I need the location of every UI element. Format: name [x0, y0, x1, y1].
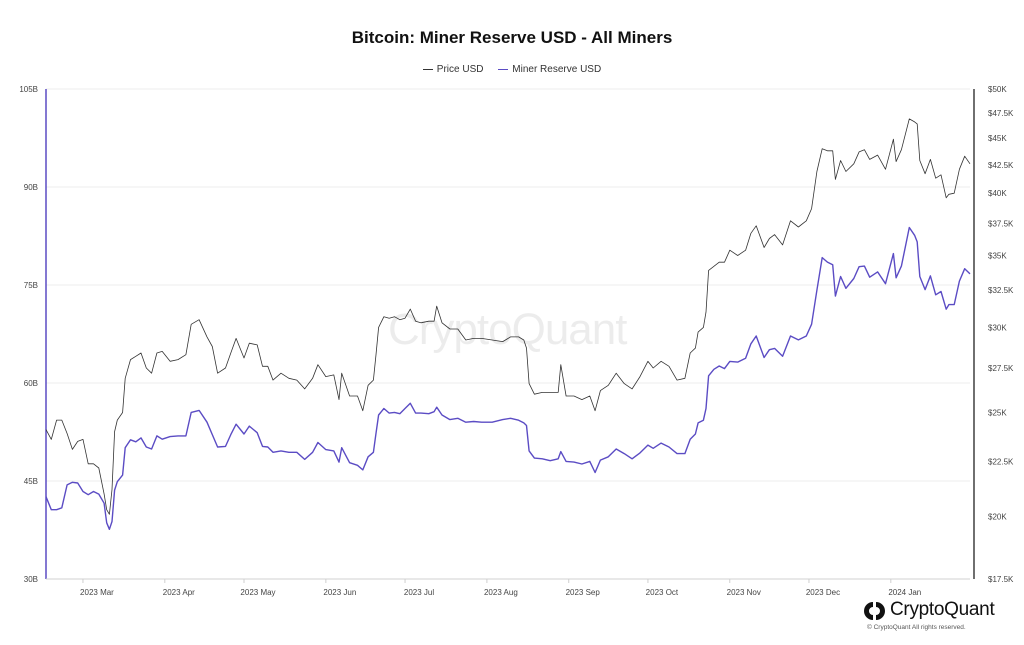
- y-right-tick-label: $37.5K: [988, 219, 1014, 228]
- x-tick-label: 2023 Aug: [484, 588, 518, 597]
- x-tick-label: 2023 Mar: [80, 588, 114, 597]
- y-right-tick-label: $45K: [988, 134, 1007, 143]
- y-left-tick-label: 60B: [24, 379, 38, 388]
- x-tick-label: 2023 Oct: [646, 588, 679, 597]
- series-line-miner-reserve-usd: [45, 226, 971, 530]
- legend-swatch-reserve: [498, 68, 509, 70]
- series-line-price-usd: [45, 118, 971, 515]
- x-tick-label: 2024 Jan: [888, 588, 921, 597]
- y-left-tick-label: 45B: [24, 477, 38, 486]
- legend-label-price: Price USD: [436, 64, 484, 75]
- y-right-tick-label: $50K: [988, 85, 1007, 94]
- x-tick-label: 2023 Sep: [566, 588, 601, 597]
- x-tick-label: 2023 Jun: [323, 588, 356, 597]
- y-right-tick-label: $17.5K: [988, 575, 1014, 584]
- x-tick-label: 2023 Jul: [404, 588, 434, 597]
- x-tick-label: 2023 Apr: [163, 588, 195, 597]
- y-left-tick-label: 30B: [24, 575, 38, 584]
- y-right-tick-label: $40K: [988, 189, 1007, 198]
- legend: Price USD Miner Reserve USD: [0, 64, 1024, 75]
- chart-title: Bitcoin: Miner Reserve USD - All Miners: [351, 28, 673, 47]
- y-right-tick-label: $27.5K: [988, 364, 1014, 373]
- y-right-tick-label: $25K: [988, 409, 1007, 418]
- axes: [45, 89, 975, 583]
- x-tick-label: 2023 May: [240, 588, 275, 597]
- y-left-tick-label: 90B: [24, 183, 38, 192]
- copyright-text: © CryptoQuant All rights reserved.: [867, 624, 966, 631]
- y-right-tick-label: $22.5K: [988, 458, 1014, 467]
- x-tick-label: 2023 Nov: [727, 588, 761, 597]
- gridlines: [46, 88, 970, 580]
- series-miner-reserve-usd: [45, 226, 971, 530]
- tick-labels: 105B 90B 75B 60B 45B 30B $50K $47.5K $45K $42.5K $…: [19, 85, 1014, 597]
- y-right-tick-label: $42.5K: [988, 161, 1014, 170]
- cryptoquant-logo-icon: [864, 602, 885, 620]
- series-price-usd: [45, 118, 971, 515]
- legend-swatch-price: [422, 68, 433, 70]
- legend-item-price[interactable]: Price USD: [422, 64, 484, 75]
- y-right-tick-label: $47.5K: [988, 109, 1014, 118]
- brand-name: CryptoQuant: [890, 599, 995, 620]
- y-right-tick-label: $30K: [988, 323, 1007, 332]
- y-right-tick-label: $32.5K: [988, 286, 1014, 295]
- y-right-tick-label: $35K: [988, 251, 1007, 260]
- watermark: CryptoQuant: [388, 305, 627, 354]
- y-right-tick-label: $20K: [988, 513, 1007, 522]
- y-left-tick-label: 75B: [24, 281, 38, 290]
- legend-item-reserve[interactable]: Miner Reserve USD: [498, 64, 601, 75]
- legend-label-reserve: Miner Reserve USD: [512, 64, 602, 75]
- y-left-tick-label: 105B: [19, 85, 38, 94]
- x-tick-label: 2023 Dec: [806, 588, 840, 597]
